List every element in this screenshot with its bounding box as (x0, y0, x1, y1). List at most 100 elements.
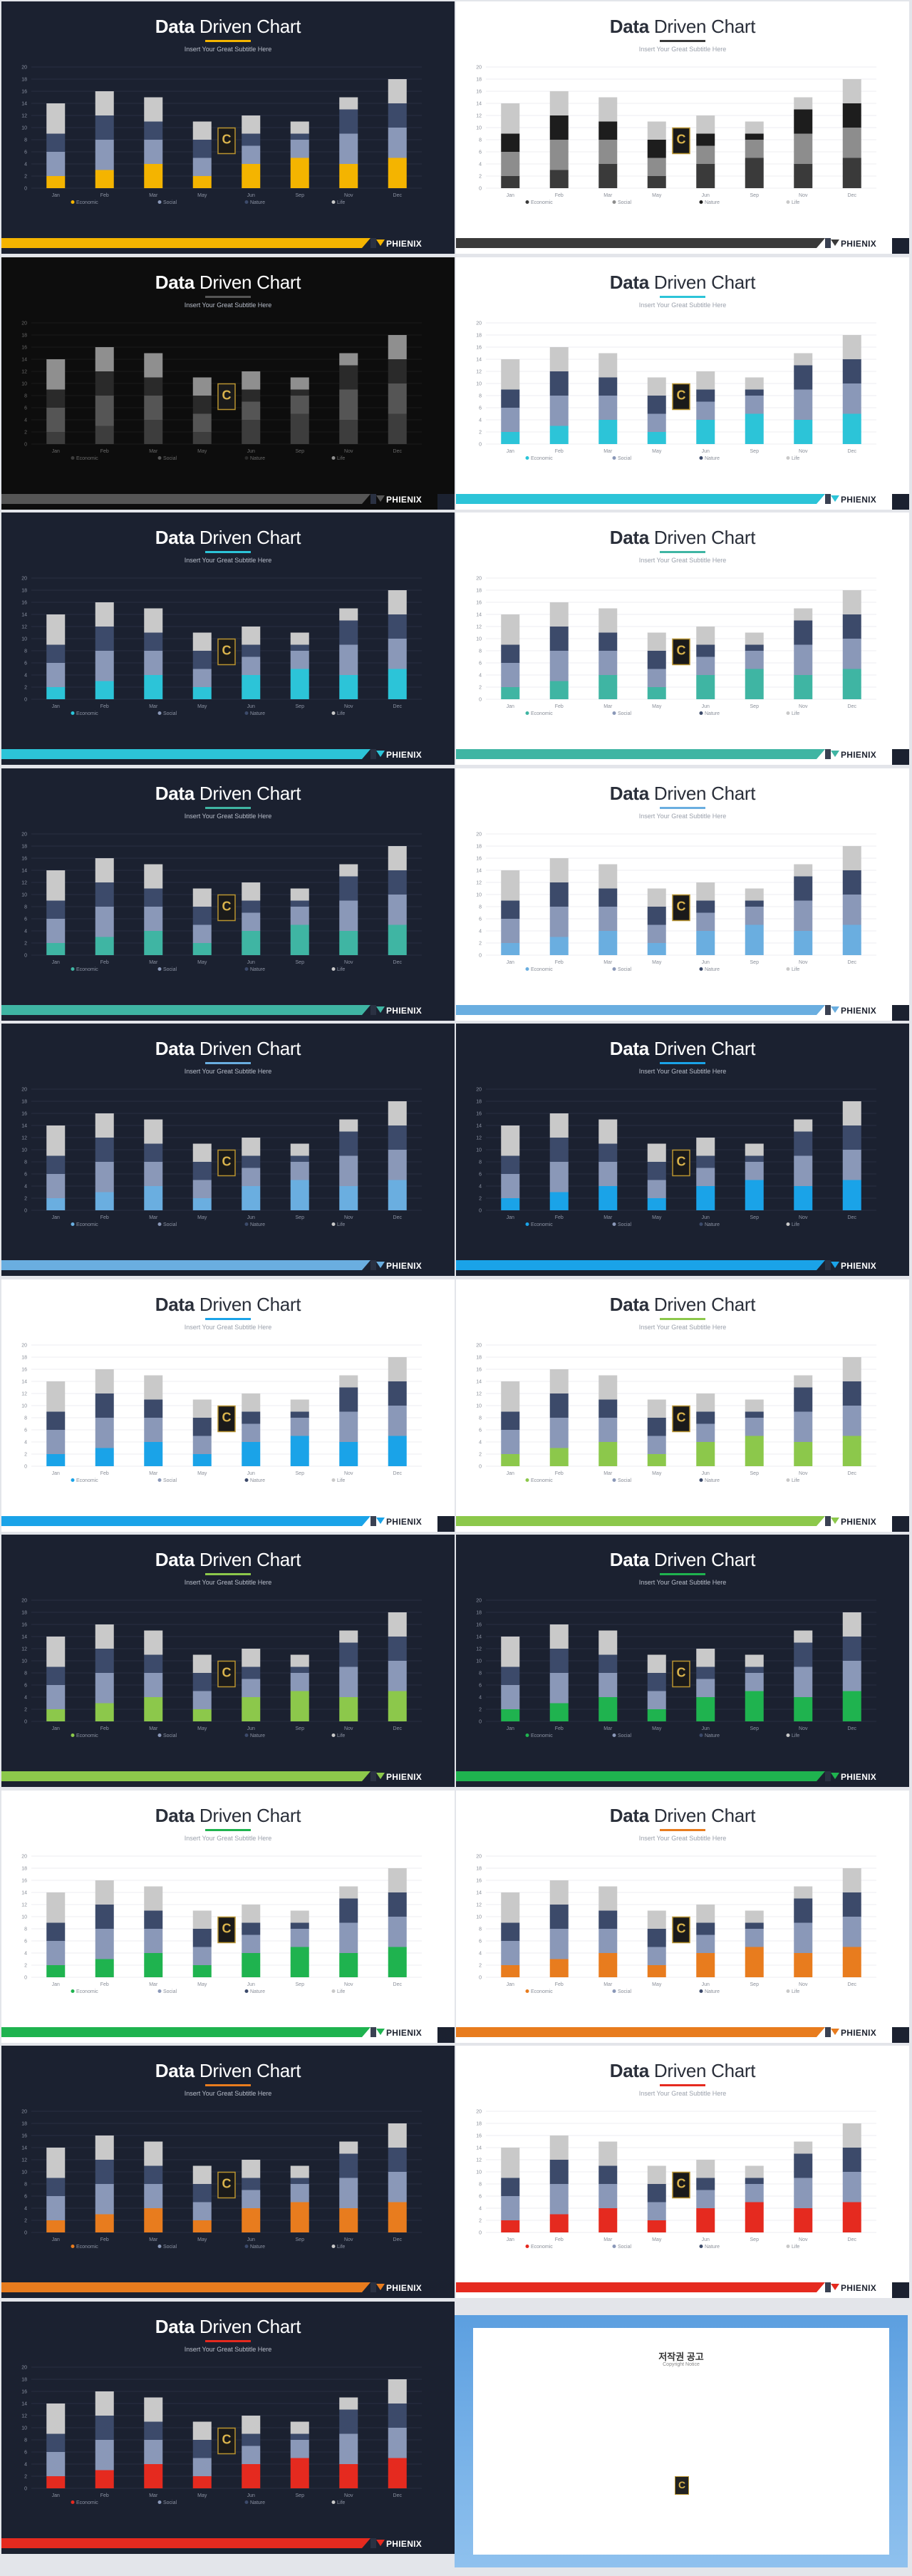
x-tick-label: Feb (100, 1215, 109, 1220)
bar-segment-economic (696, 930, 715, 955)
brand-logo-letter: C (222, 133, 232, 147)
y-tick-label: 0 (24, 2486, 27, 2491)
bar-segment-life (842, 334, 861, 359)
bar-segment-nature (339, 1387, 358, 1411)
bar-segment-economic (388, 1947, 407, 1977)
bar-segment-economic (794, 164, 813, 188)
y-tick-label: 2 (24, 1963, 27, 1968)
bar-segment-life (501, 614, 520, 645)
legend-label: Economic (76, 711, 98, 716)
y-tick-label: 12 (476, 625, 482, 630)
x-tick-label: Jan (507, 449, 514, 454)
legend-label: Nature (705, 456, 720, 461)
bar-segment-social (745, 1162, 764, 1180)
bar-segment-nature (192, 2439, 212, 2458)
bar-segment-economic (696, 1441, 715, 1466)
bar-segment-life (339, 2397, 358, 2409)
brand-name: PHIENIX (376, 1261, 422, 1271)
bar-segment-social (647, 924, 666, 943)
bar-segment-social (745, 906, 764, 924)
x-tick-label: Jun (247, 1726, 255, 1731)
brand-icon (376, 2539, 385, 2546)
bar-segment-nature (46, 1922, 66, 1941)
x-tick-label: May (197, 704, 207, 709)
bar-segment-nature (794, 620, 813, 645)
bar-segment-nature (696, 1155, 715, 1168)
x-tick-label: Feb (555, 1726, 564, 1731)
bar-segment-life (339, 1886, 358, 1898)
y-tick-label: 4 (479, 674, 482, 679)
bar-segment-economic (242, 1952, 261, 1977)
brand-label: PHIENIX (386, 1772, 423, 1782)
footer-gray-band (825, 1260, 831, 1270)
footer-gray-band (825, 2282, 831, 2292)
legend-marker (157, 1222, 162, 1226)
legend-marker (71, 455, 75, 460)
bar-segment-nature (696, 644, 715, 657)
y-tick-label: 10 (21, 892, 27, 897)
brand-name: PHIENIX (831, 1517, 876, 1527)
bar-segment-nature (598, 1399, 618, 1418)
bar-segment-life (842, 1356, 861, 1381)
bar-segment-economic (339, 164, 358, 188)
bar-segment-nature (598, 1910, 618, 1929)
slide-subtitle: Insert Your Great Subtitle Here (638, 2090, 727, 2097)
footer-accent-stripe (456, 749, 817, 759)
y-tick-label: 20 (476, 1599, 482, 1604)
bar-segment-nature (696, 389, 715, 401)
y-tick-label: 18 (21, 1355, 27, 1360)
x-tick-label: Nov (799, 960, 808, 965)
x-tick-label: Nov (799, 1471, 808, 1476)
slide-title-thin: Driven Chart (199, 2315, 301, 2337)
slide-subtitle: Insert Your Great Subtitle Here (184, 301, 272, 309)
bar-segment-economic (290, 158, 309, 188)
bar-segment-life (745, 1143, 764, 1156)
y-tick-label: 0 (24, 1464, 27, 1469)
bar-segment-life (388, 1867, 407, 1892)
bar-segment-economic (598, 930, 618, 955)
brand-name: PHIENIX (376, 1772, 423, 1782)
title-underline (660, 1317, 705, 1320)
bar-segment-economic (290, 1947, 309, 1977)
bar-segment-social (339, 1155, 358, 1186)
x-tick-label: Sep (296, 1471, 305, 1476)
bar-segment-social (290, 1162, 309, 1180)
brand-icon (831, 1517, 839, 1524)
bar-segment-social (745, 1673, 764, 1691)
footer-gray-band (370, 2538, 376, 2548)
legend-label: Economic (76, 967, 98, 972)
legend-label: Economic (531, 1222, 553, 1227)
x-tick-label: Jun (702, 2237, 710, 2242)
bar-segment-social (339, 133, 358, 164)
bar-segment-nature (144, 888, 163, 907)
x-tick-label: May (197, 449, 207, 454)
y-tick-label: 6 (479, 1939, 482, 1944)
bar-segment-economic (95, 1192, 114, 1210)
bar-segment-social (794, 1155, 813, 1186)
bar-segment-economic (144, 1697, 163, 1721)
bar-segment-economic (745, 1436, 764, 1466)
x-tick-label: Feb (100, 960, 109, 965)
bar-segment-nature (290, 900, 309, 907)
y-tick-label: 0 (479, 442, 482, 447)
footer-slant (362, 2282, 370, 2298)
legend-label: Economic (76, 456, 98, 461)
bar-segment-nature (388, 1637, 407, 1661)
bar-segment-life (549, 1880, 569, 1905)
bar-segment-economic (339, 2208, 358, 2232)
bar-segment-nature (95, 882, 114, 907)
bar-segment-social (501, 1174, 520, 1198)
brand-name: PHIENIX (831, 1006, 876, 1016)
bar-segment-social (549, 1417, 569, 1448)
brand-icon (376, 495, 385, 502)
bar-segment-social (842, 383, 861, 413)
bar-segment-life (388, 2123, 407, 2148)
bar-segment-economic (242, 1186, 261, 1210)
y-tick-label: 8 (24, 905, 27, 910)
x-tick-label: Mar (603, 2237, 613, 2242)
footer-gray-band (825, 1004, 831, 1015)
footer-slant (817, 749, 825, 765)
bar-segment-economic (388, 413, 407, 444)
bar-segment-life (501, 359, 520, 389)
bar-segment-social (242, 1423, 261, 1442)
